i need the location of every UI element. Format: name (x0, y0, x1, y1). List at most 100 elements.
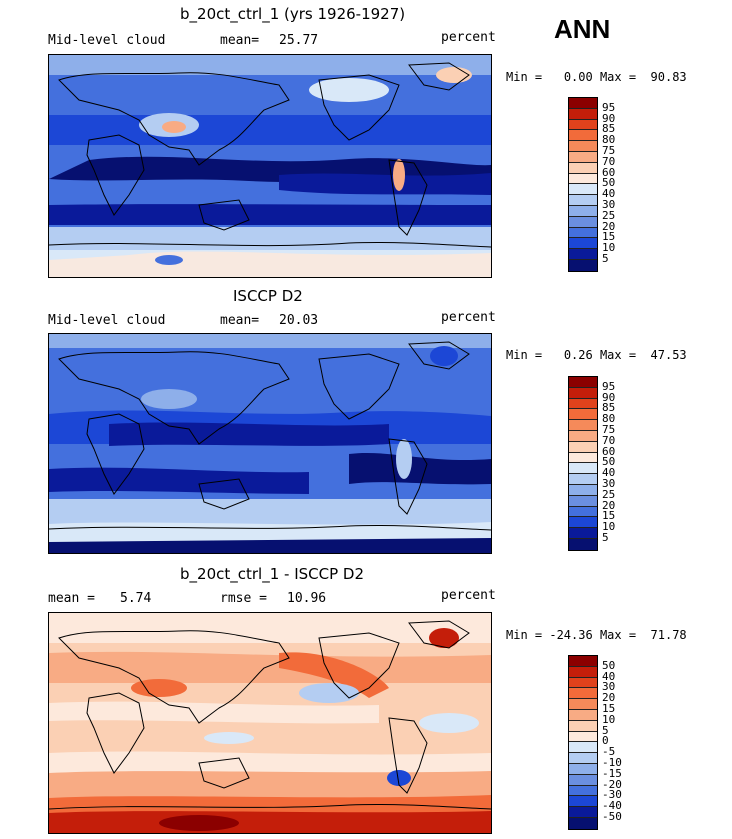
colorbar-tick-label: 20 (602, 498, 616, 512)
colorbar-segment (569, 151, 597, 163)
colorbar-segment (569, 162, 597, 174)
colorbar-segment (569, 195, 597, 206)
max-label: Max = (599, 628, 637, 642)
units-label: percent (441, 30, 496, 45)
colorbar-segment (569, 656, 597, 667)
map-model (48, 54, 492, 278)
colorbar-segment (569, 377, 597, 388)
colorbar-tick-label: -50 (602, 810, 622, 823)
colorbar-segment (569, 420, 597, 431)
colorbar-segment (569, 763, 597, 775)
colorbar-tick-label: 70 (602, 433, 616, 447)
colorbar (568, 655, 598, 830)
colorbar-tick-label: 75 (602, 423, 616, 436)
colorbar-segment (569, 119, 597, 131)
max-value: 90.83 (650, 70, 687, 84)
colorbar-tick-label: 80 (602, 133, 616, 147)
colorbar-tick-label: 15 (602, 509, 616, 523)
colorbar-segment (569, 720, 597, 732)
colorbar-tick-label: 50 (602, 455, 616, 469)
colorbar-tick-label: 15 (602, 230, 616, 244)
mean-value: 25.77 (279, 33, 319, 48)
colorbar-segment (569, 141, 597, 152)
colorbar-segment (569, 205, 597, 217)
colorbar-tick-label: 25 (602, 487, 616, 501)
colorbar-segment (569, 666, 597, 678)
colorbar-tick-label: -5 (602, 745, 616, 759)
colorbar-tick-label: 10 (602, 241, 616, 255)
colorbar-tick-label: 90 (602, 390, 616, 404)
panel-title: b_20ct_ctrl_1 - ISCCP D2 (180, 565, 364, 583)
units-label: percent (441, 310, 496, 325)
colorbar-segment (569, 216, 597, 228)
colorbar-tick-label: 50 (602, 176, 616, 190)
colorbar-tick-label: 25 (602, 208, 616, 222)
colorbar-segment (569, 108, 597, 120)
colorbar-segment (569, 484, 597, 496)
cloud-field (49, 613, 491, 833)
max-label: Max = (599, 70, 637, 84)
colorbar-segment (569, 817, 597, 829)
colorbar-tick-label: 75 (602, 144, 616, 157)
colorbar-tick-label: -20 (602, 777, 622, 791)
colorbar-tick-label: 0 (602, 734, 609, 748)
rmse-value: 10.96 (287, 591, 327, 606)
cloud-field (49, 334, 491, 553)
colorbar-tick-label: 10 (602, 520, 616, 534)
colorbar-segment (569, 495, 597, 507)
panel-title: b_20ct_ctrl_1 (yrs 1926-1927) (180, 5, 406, 23)
colorbar-tick-label: 40 (602, 187, 616, 201)
minmax-readout: Min = -24.36 Max = 71.78 (506, 628, 687, 642)
minmax-readout: Min = 0.00 Max = 90.83 (506, 70, 687, 84)
max-value: 71.78 (650, 628, 687, 642)
max-label: Max = (599, 348, 637, 362)
colorbar-tick-label: 60 (602, 165, 616, 179)
colorbar-segment (569, 463, 597, 475)
colorbar-tick-label: 30 (602, 680, 616, 694)
colorbar-segment (569, 517, 597, 529)
map-obs (48, 333, 492, 554)
min-label: Min = (506, 70, 543, 84)
colorbar-segment (569, 731, 597, 743)
colorbar-segment (569, 227, 597, 239)
units-label: percent (441, 588, 496, 603)
colorbar-tick-label: 95 (602, 379, 616, 393)
colorbar-tick-label: 85 (602, 122, 616, 136)
colorbar-tick-label: 20 (602, 219, 616, 233)
colorbar-segment (569, 677, 597, 689)
colorbar-segment (569, 98, 597, 109)
colorbar-segment (569, 452, 597, 464)
colorbar-tick-label: -15 (602, 766, 622, 780)
colorbar-segment (569, 742, 597, 754)
colorbar-tick-label: 5 (602, 252, 609, 265)
colorbar-segment (569, 709, 597, 721)
mean-label: mean= (220, 33, 260, 48)
mean-label: mean = (48, 591, 95, 606)
colorbar-segment (569, 430, 597, 442)
colorbar-tick-label: 80 (602, 412, 616, 426)
colorbar-segment (569, 753, 597, 764)
colorbar-segment (569, 474, 597, 485)
colorbar-segment (569, 688, 597, 700)
min-label: Min = (506, 348, 543, 362)
colorbar-segment (569, 785, 597, 797)
colorbar-tick-label: 10 (602, 712, 616, 726)
colorbar-tick-label: 30 (602, 477, 616, 490)
min-value: -24.36 (549, 628, 593, 642)
colorbar-tick-label: 15 (602, 702, 616, 715)
colorbar-segment (569, 441, 597, 453)
colorbar-tick-label: 90 (602, 111, 616, 125)
colorbar-segment (569, 238, 597, 250)
colorbar-segment (569, 699, 597, 710)
colorbar-segment (569, 807, 597, 818)
minmax-readout: Min = 0.26 Max = 47.53 (506, 348, 687, 362)
colorbar (568, 97, 598, 272)
colorbar-segment (569, 409, 597, 421)
variable-label: Mid-level cloud (48, 313, 166, 328)
colorbar-tick-label: 70 (602, 154, 616, 168)
cloud-field (49, 55, 491, 277)
colorbar-segment (569, 249, 597, 260)
colorbar-segment (569, 259, 597, 271)
colorbar-tick-label: 60 (602, 444, 616, 458)
max-value: 47.53 (650, 348, 687, 362)
